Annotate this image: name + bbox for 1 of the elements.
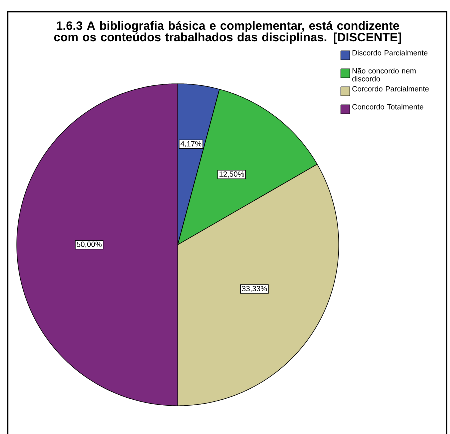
chart-title: 1.6.3 A bibliografia básica e complementar, está condizente com os conteúdos trabalhados das disciplinas. [DISCENTE] bbox=[54, 21, 402, 44]
